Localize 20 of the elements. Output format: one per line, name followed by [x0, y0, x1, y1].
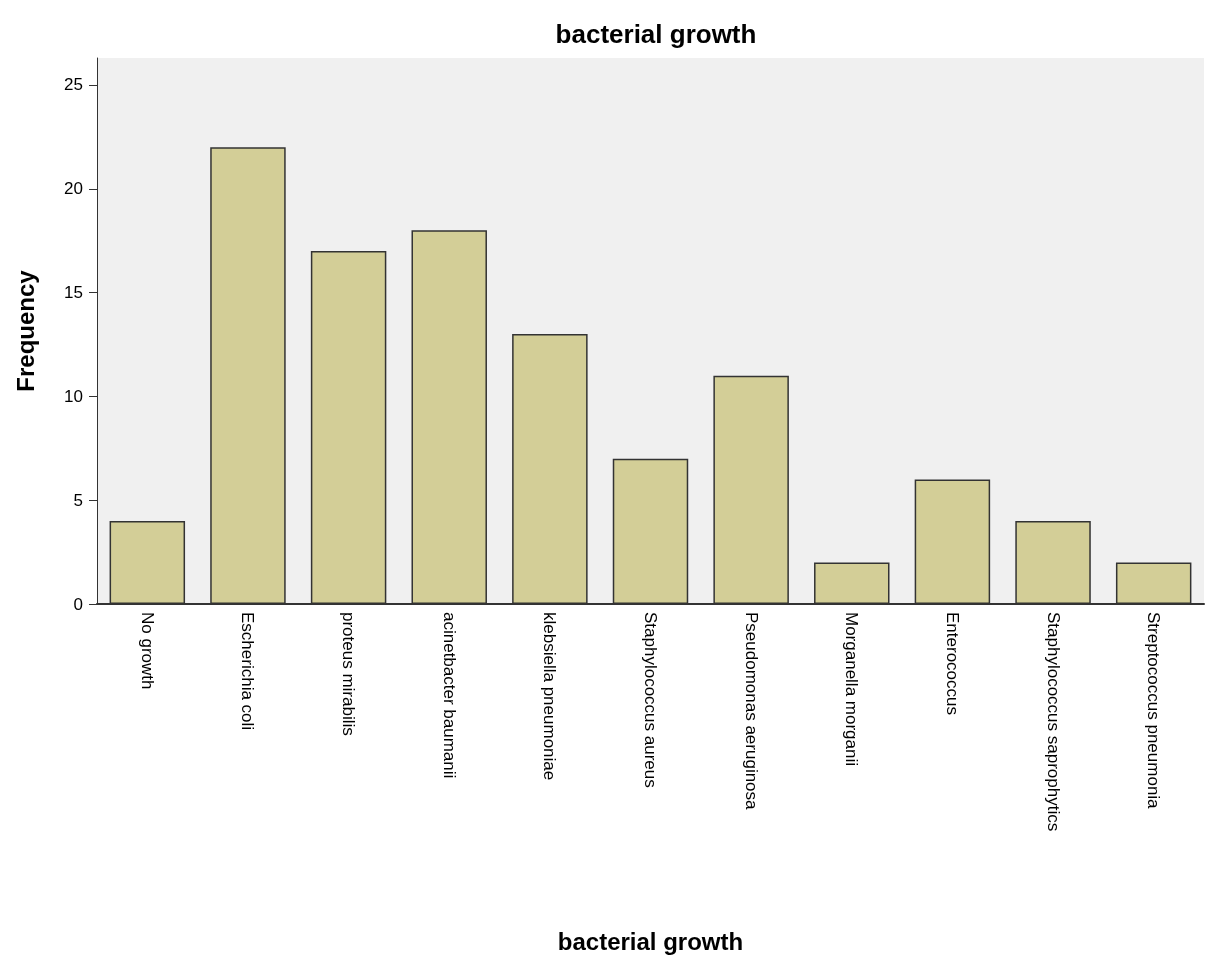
x-tick-label: acinetbacter baumanii [439, 612, 459, 779]
y-axis-title: Frequency [11, 269, 39, 392]
x-tick-label: Pseudomonas aeruginosa [741, 612, 761, 811]
x-tick-label: Enterococcus [942, 612, 962, 715]
x-tick-label: proteus mirabilis [339, 612, 359, 736]
x-tick-label: Escherichia coli [238, 612, 258, 731]
y-tick-label: 0 [73, 594, 83, 614]
x-tick-label: Morganella morganii [842, 612, 862, 767]
y-tick-label: 5 [73, 490, 83, 510]
chart-title: bacterial growth [555, 19, 757, 49]
x-tick-label: klebsiella pneumoniae [540, 612, 560, 781]
y-tick-label: 25 [64, 75, 83, 95]
x-tick-label: Streptococcus pneumonia [1144, 612, 1164, 810]
y-tick-label: 10 [64, 386, 83, 406]
x-tick-label: Staphylococcus saprophytics [1043, 612, 1063, 832]
x-tick-label: No growth [137, 612, 157, 690]
y-tick-label: 15 [64, 283, 83, 303]
x-axis-title: bacterial growth [557, 927, 744, 955]
y-tick-label: 20 [64, 179, 83, 199]
x-tick-label: Staphylococcus aureus [641, 612, 660, 788]
